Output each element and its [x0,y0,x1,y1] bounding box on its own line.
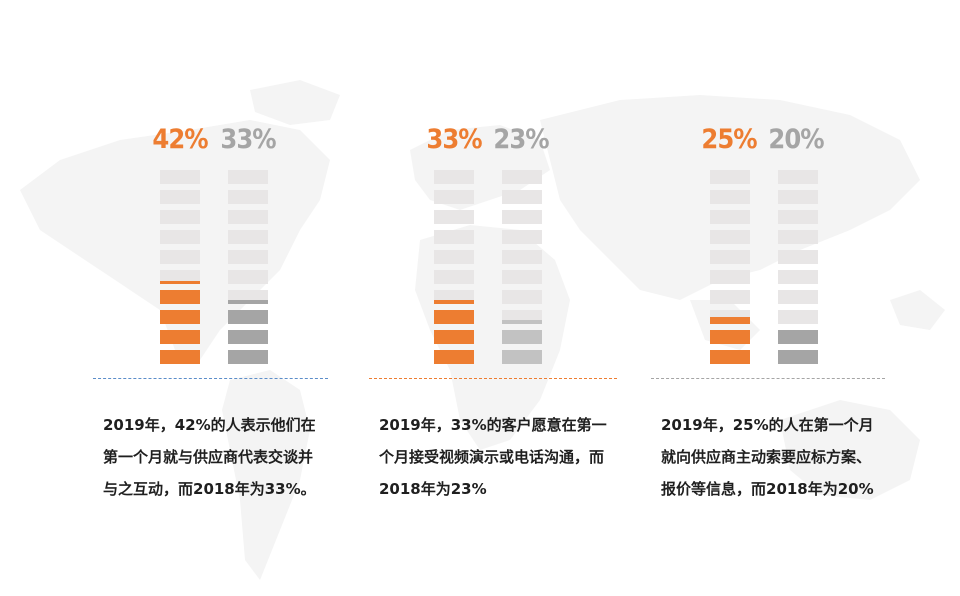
bar-segment [160,190,200,204]
bar-segment [502,170,542,184]
bar-fill [228,330,268,344]
bar-segment [778,170,818,184]
bar-fill [228,310,268,324]
bar-segment [434,190,474,204]
bar-segment [502,210,542,224]
bar-fill [434,299,474,304]
bar-fill [160,290,200,304]
bar-segment [778,290,818,304]
bar-fill [502,350,542,364]
bar-segment [160,170,200,184]
bar-2018 [502,170,542,366]
bar-fill [160,330,200,344]
bar-segment [160,250,200,264]
bar-segment [228,230,268,244]
bar-segment [710,270,750,284]
stat-panel-1: 42% 33% 2019年，42%的人表示他们在第一个月就与供应商代表交谈并与之… [0,0,328,596]
bar-fill [228,350,268,364]
bar-fill [710,350,750,364]
bar-fill [502,319,542,324]
bar-segment [228,270,268,284]
divider-line [369,378,617,379]
divider-line [651,378,885,379]
bar-segment [778,190,818,204]
bar-segment [160,210,200,224]
pct-label-2018: 20% [768,124,824,155]
bar-fill [228,299,268,304]
bar-segment [434,250,474,264]
bar-segment [710,290,750,304]
bar-fill [502,330,542,344]
bar-segment [434,270,474,284]
bar-segment [710,250,750,264]
bar-segment [502,270,542,284]
bar-fill [710,317,750,324]
bar-segment [160,230,200,244]
bar-segment [434,170,474,184]
stat-panel-3: 25% 20% 2019年，25%的人在第一个月就向供应商主动索要应标方案、报价… [0,0,885,596]
bar-segment [228,190,268,204]
bar-segment [502,250,542,264]
description-text: 2019年，25%的人在第一个月就向供应商主动索要应标方案、报价等信息，而201… [661,416,874,498]
bar-2019 [710,170,750,366]
bar-segment [710,230,750,244]
bar-segment [434,210,474,224]
bar-fill [160,310,200,324]
bar-segment [778,230,818,244]
bar-segment [710,170,750,184]
bar-segment [778,210,818,224]
description-text: 2019年，42%的人表示他们在第一个月就与供应商代表交谈并与之互动，而2018… [103,416,316,498]
bar-segment [710,190,750,204]
bar-segment [778,270,818,284]
bar-fill [778,330,818,344]
pct-label-2019: 33% [426,124,482,155]
bar-fill [160,350,200,364]
bar-2018 [228,170,268,366]
pct-label-2018: 33% [220,124,276,155]
bar-fill [710,330,750,344]
bar-fill [434,330,474,344]
stat-panel-2: 33% 23% 2019年，33%的客户愿意在第一个月接受视频演示或电话沟通，而… [0,0,617,596]
pct-label-2018: 23% [493,124,549,155]
bar-segment [160,270,200,284]
bar-segment [502,190,542,204]
bar-segment [502,290,542,304]
bar-segment [434,230,474,244]
bar-segment [228,250,268,264]
bar-segment [502,230,542,244]
pct-label-2019: 42% [152,124,208,155]
divider-line [93,378,328,379]
bar-2019 [434,170,474,366]
bar-fill [778,350,818,364]
bar-segment [710,210,750,224]
description-text: 2019年，33%的客户愿意在第一个月接受视频演示或电话沟通，而2018年为23… [379,416,607,498]
bar-fill [434,310,474,324]
bar-segment [778,310,818,324]
pct-label-2019: 25% [701,124,757,155]
bar-2019 [160,170,200,366]
bar-fill [434,350,474,364]
bar-segment [228,170,268,184]
bar-segment [228,210,268,224]
bar-fill [160,281,200,284]
bar-2018 [778,170,818,366]
bar-segment [778,250,818,264]
